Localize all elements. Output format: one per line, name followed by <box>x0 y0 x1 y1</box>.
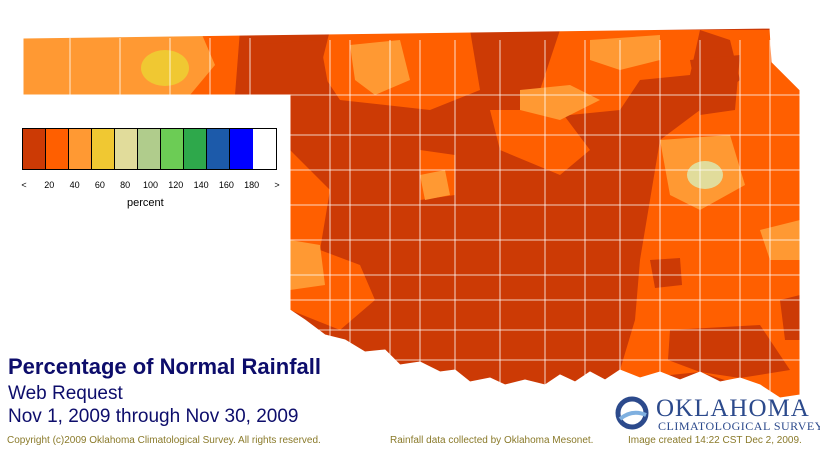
legend-tick-label: < <box>21 180 27 190</box>
color-legend: <20 40 60 80 100 120 140 160 180 > percent <box>21 128 280 218</box>
map-title: Percentage of Normal Rainfall <box>8 354 321 379</box>
legend-swatch <box>184 129 207 169</box>
logo-oklahoma: OKLAHOMA <box>656 395 810 422</box>
below-20-islands <box>250 40 800 378</box>
state-outline <box>22 27 801 399</box>
legend-swatch <box>161 129 184 169</box>
legend-swatch <box>23 129 46 169</box>
county-lines <box>69 38 800 398</box>
logo-climatological-survey: CLIMATOLOGICAL SURVEY <box>658 419 820 433</box>
map-subtitle: Web Request <box>8 383 123 404</box>
legend-swatch <box>207 129 230 169</box>
legend-tick-label: 140 <box>193 180 209 190</box>
legend-swatch <box>115 129 138 169</box>
legend-tick-label: 60 <box>94 180 105 190</box>
legend-tick-label: 180 <box>244 180 260 190</box>
legend-swatch <box>92 129 115 169</box>
date-range: Nov 1, 2009 through Nov 30, 2009 <box>8 406 299 427</box>
legend-tick-label: 100 <box>142 180 159 190</box>
ocs-logo: OKLAHOMA CLIMATOLOGICAL SURVEY <box>612 395 820 433</box>
legend-tick-label: 160 <box>218 180 234 190</box>
region-60-80-percent <box>141 50 189 86</box>
legend-swatch <box>230 129 253 169</box>
legend-tick-label: 120 <box>168 180 184 190</box>
legend-tick-label: 80 <box>120 180 131 190</box>
copyright-text: Copyright (c)2009 Oklahoma Climatologica… <box>7 435 321 446</box>
legend-tick-label: > <box>274 180 280 190</box>
legend-swatch <box>69 129 92 169</box>
legend-tick-label: 20 <box>44 180 55 190</box>
legend-swatch <box>46 129 69 169</box>
image-created-text: Image created 14:22 CST Dec 2, 2009. <box>628 435 802 446</box>
data-source-text: Rainfall data collected by Oklahoma Meso… <box>390 435 594 446</box>
ocs-logo-mark <box>615 396 649 430</box>
legend-color-bar <box>22 128 277 170</box>
region-80-100-percent <box>687 161 723 189</box>
legend-tick-label: 40 <box>69 180 80 190</box>
legend-swatch <box>138 129 161 169</box>
legend-unit-label: percent <box>127 197 164 209</box>
